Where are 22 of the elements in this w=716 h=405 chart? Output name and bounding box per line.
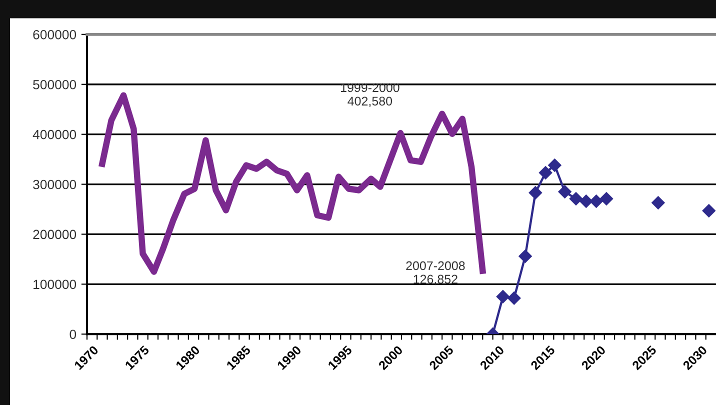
y-tick-label: 600000 [33,30,76,40]
annotation: 2007-2008 126,852 [406,261,465,286]
y-tick-label: 500000 [33,80,76,90]
point [569,192,583,206]
y-tick-label: 100000 [34,280,76,290]
y-tick-label: 0 [70,330,76,340]
point [580,194,593,208]
point [558,185,572,198]
point [600,192,614,206]
point [702,204,716,218]
point [538,166,552,180]
point [528,186,542,200]
y-tick-label: 300000 [33,180,76,190]
y-tick-label: 400000 [32,130,76,140]
point [508,292,521,305]
point [496,290,510,304]
point [548,158,562,172]
annotation: 1999-2000 402,580 [340,83,400,108]
y-tick-label: 200000 [33,230,76,240]
point [518,250,532,263]
point [652,196,665,210]
point [590,194,603,208]
